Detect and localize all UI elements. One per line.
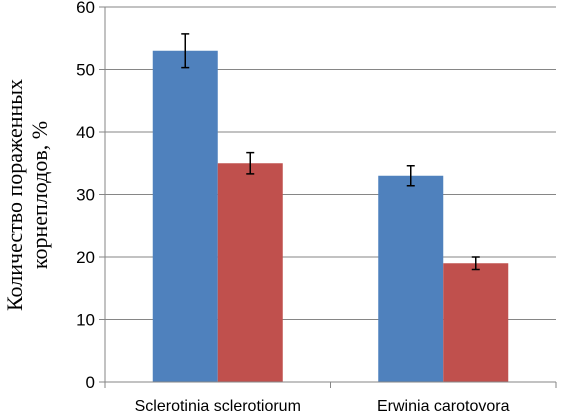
error-bars: [181, 33, 480, 271]
y-tick-label: 60: [76, 0, 95, 17]
y-tick-label: 40: [76, 123, 95, 142]
bar: [443, 263, 509, 382]
y-axis-title: Количество пораженныхкорнеплодов, %: [2, 79, 52, 311]
labels: 0 10 20 30 40 50 60 Sclerotinia sclerotiorum Erw…: [2, 0, 510, 415]
y-tick-label: 0: [86, 373, 95, 392]
x-category-label: Erwinia carotovora: [377, 398, 510, 415]
axes: [99, 6, 557, 388]
y-axis-title-line: Количество пораженных: [2, 79, 27, 311]
y-tick-label: 30: [76, 186, 95, 205]
bar: [217, 163, 283, 382]
x-category-label: Sclerotinia sclerotiorum: [135, 398, 301, 415]
y-axis-title-line: корнеплодов, %: [27, 121, 52, 269]
bar: [378, 175, 444, 382]
bar: [152, 50, 218, 382]
y-tick-label: 20: [76, 248, 95, 267]
y-tick-label: 10: [76, 311, 95, 330]
bars: [152, 50, 509, 382]
y-tick-label: 50: [76, 61, 95, 80]
